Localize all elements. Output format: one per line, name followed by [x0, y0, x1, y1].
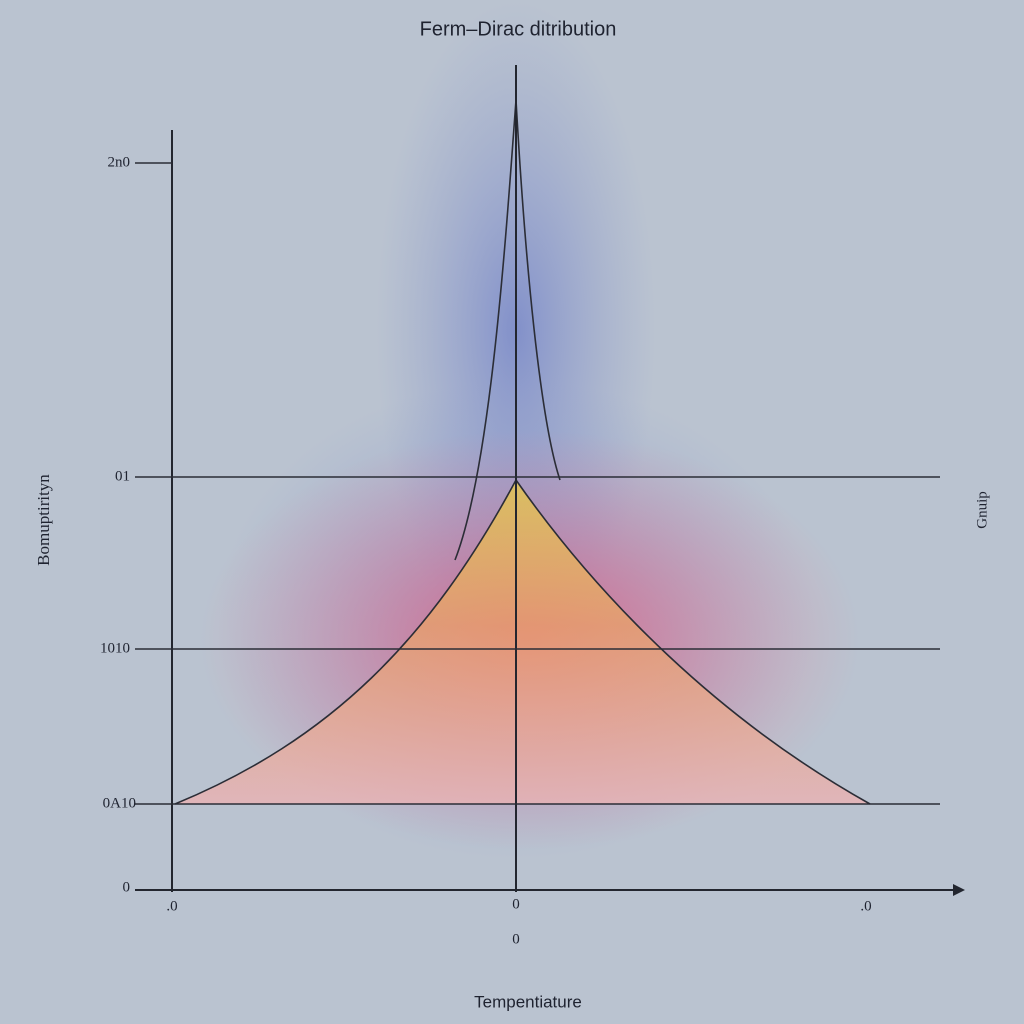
x-tick-label: .0	[860, 898, 871, 914]
chart-title: Ferm–Dirac ditribution	[420, 18, 617, 40]
x-sublabel: 0	[512, 931, 520, 947]
y-tick-label: 0A10	[103, 795, 136, 811]
x-axis-arrow	[953, 884, 965, 896]
x-tick-label: 0	[512, 896, 520, 912]
x-tick-label: .0	[166, 898, 177, 914]
y-tick-label: 0	[123, 879, 131, 895]
distribution-area	[175, 480, 870, 804]
y-tick-label: 2n0	[108, 154, 131, 170]
y-tick-label: 1010	[100, 640, 130, 656]
right-axis-label: Gnuip	[974, 491, 990, 529]
y-axis-label: Bomuptirityn	[34, 474, 53, 566]
x-axis-label: Tempentiature	[474, 992, 582, 1011]
y-tick-label: 01	[115, 468, 130, 484]
